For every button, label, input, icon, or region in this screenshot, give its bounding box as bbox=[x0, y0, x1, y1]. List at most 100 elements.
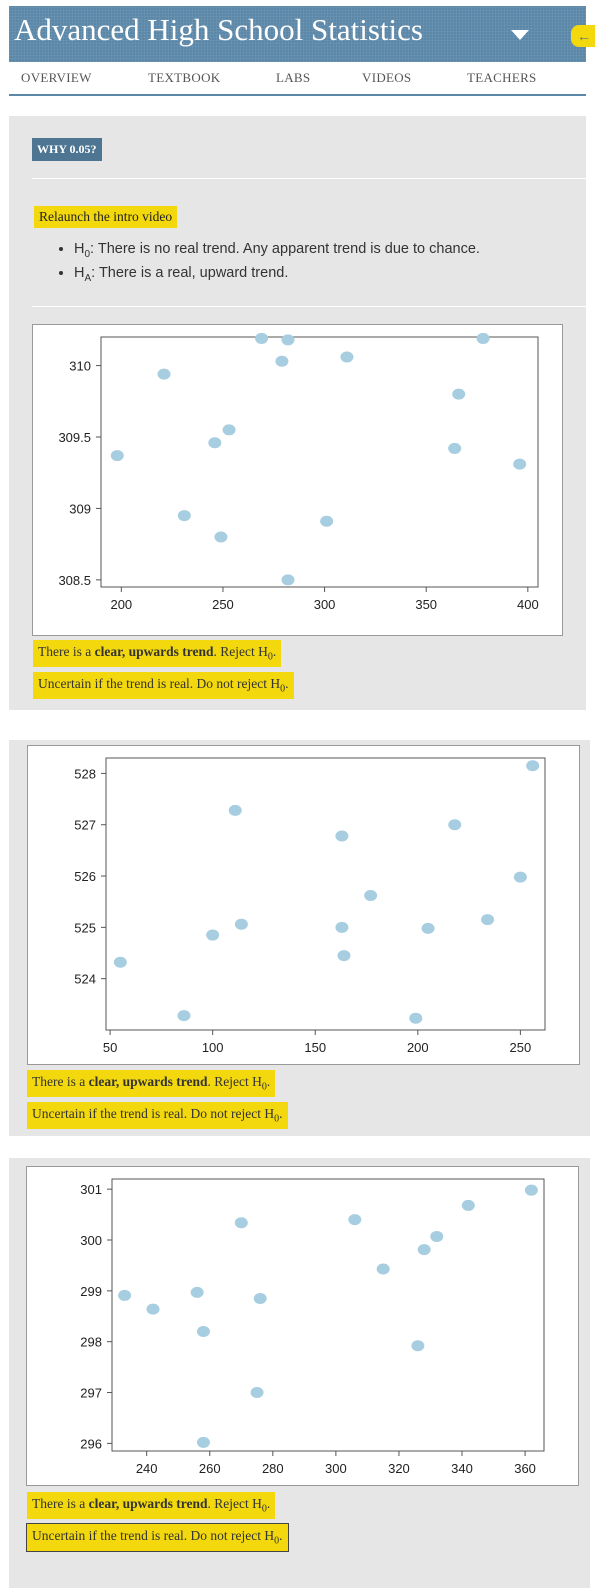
y-tick-label: 309.5 bbox=[58, 430, 91, 445]
y-tick-label: 299 bbox=[80, 1284, 102, 1299]
plot-area bbox=[111, 1178, 545, 1452]
data-point bbox=[448, 442, 462, 454]
data-point bbox=[196, 1436, 210, 1448]
data-point bbox=[513, 458, 527, 470]
main-nav: OVERVIEW TEXTBOOK LABS VIDEOS TEACHERS bbox=[9, 62, 586, 96]
y-tick-label: 301 bbox=[80, 1182, 102, 1197]
data-point bbox=[340, 351, 354, 363]
data-point bbox=[222, 424, 236, 436]
y-tick-label: 296 bbox=[80, 1436, 102, 1451]
data-point bbox=[335, 921, 349, 933]
data-point bbox=[452, 388, 466, 400]
data-point bbox=[421, 922, 435, 934]
nav-item-textbook[interactable]: TEXTBOOK bbox=[148, 70, 221, 85]
scatter-plot-1: 200 250 300 350 400 308.5 309 309.5 310 bbox=[32, 324, 563, 636]
y-tick-label: 528 bbox=[74, 766, 96, 781]
data-point bbox=[250, 1387, 264, 1399]
data-point bbox=[206, 929, 220, 941]
data-point bbox=[275, 355, 289, 367]
data-point bbox=[335, 830, 349, 842]
data-point bbox=[430, 1230, 444, 1242]
alternative-hypothesis: HA: There is a real, upward trend. bbox=[74, 265, 480, 284]
data-point bbox=[118, 1289, 132, 1301]
x-tick-label: 250 bbox=[212, 597, 234, 612]
nav-item-labs[interactable]: LABS bbox=[276, 70, 311, 85]
data-point bbox=[214, 531, 228, 543]
reject-h0-button-3[interactable]: There is a clear, upwards trend. Reject … bbox=[27, 1492, 276, 1519]
data-point bbox=[461, 1199, 475, 1211]
site-header: Advanced High School Statistics ← bbox=[9, 6, 595, 62]
question-panel-3: 240 260 280 300 320 340 360 296 297 298 299 300 301 … bbox=[9, 1158, 590, 1588]
y-tick-label: 527 bbox=[74, 818, 96, 833]
data-point bbox=[177, 1010, 191, 1022]
do-not-reject-h0-button-2[interactable]: Uncertain if the trend is real. Do not r… bbox=[27, 1102, 288, 1129]
x-tick-label: 320 bbox=[388, 1461, 410, 1476]
data-point bbox=[409, 1012, 423, 1024]
reject-h0-button-2[interactable]: There is a clear, upwards trend. Reject … bbox=[27, 1070, 276, 1097]
data-point bbox=[110, 450, 124, 462]
chevron-down-icon[interactable] bbox=[511, 30, 529, 40]
data-point bbox=[177, 510, 191, 522]
relaunch-video-button[interactable]: Relaunch the intro video bbox=[34, 206, 178, 228]
y-tick-label: 310 bbox=[69, 359, 91, 374]
null-hypothesis: H0: There is no real trend. Any apparent… bbox=[74, 241, 480, 260]
data-point bbox=[228, 804, 242, 816]
do-not-reject-h0-button-1[interactable]: Uncertain if the trend is real. Do not r… bbox=[33, 672, 294, 699]
plot-area bbox=[105, 757, 546, 1031]
data-point bbox=[234, 1217, 248, 1229]
scatter-plot-1-svg: 200 250 300 350 400 308.5 309 309.5 310 bbox=[58, 332, 539, 612]
data-point bbox=[157, 368, 171, 380]
data-point bbox=[255, 332, 269, 344]
divider bbox=[32, 306, 586, 307]
y-tick-label: 526 bbox=[74, 869, 96, 884]
x-tick-label: 360 bbox=[514, 1461, 536, 1476]
data-point bbox=[448, 819, 462, 831]
site-title[interactable]: Advanced High School Statistics bbox=[14, 12, 423, 47]
data-point bbox=[526, 760, 540, 772]
data-point bbox=[411, 1340, 425, 1352]
do-not-reject-h0-button-3[interactable]: Uncertain if the trend is real. Do not r… bbox=[26, 1523, 289, 1552]
data-point bbox=[364, 890, 378, 902]
data-point bbox=[513, 871, 527, 883]
question-panel-1: WHY 0.05? Relaunch the intro video H0: T… bbox=[9, 116, 586, 710]
x-tick-label: 350 bbox=[415, 597, 437, 612]
reject-h0-button-1[interactable]: There is a clear, upwards trend. Reject … bbox=[33, 640, 282, 667]
hypothesis-list: H0: There is no real trend. Any apparent… bbox=[56, 241, 480, 289]
back-arrow-icon[interactable]: ← bbox=[571, 25, 595, 47]
y-tick-label: 308.5 bbox=[58, 573, 91, 588]
data-point bbox=[320, 515, 334, 527]
data-point bbox=[113, 956, 127, 968]
x-tick-label: 400 bbox=[517, 597, 539, 612]
y-tick-label: 309 bbox=[69, 501, 91, 516]
data-point bbox=[281, 334, 295, 346]
y-tick-label: 300 bbox=[80, 1233, 102, 1248]
x-tick-label: 260 bbox=[199, 1461, 221, 1476]
x-tick-label: 300 bbox=[325, 1461, 347, 1476]
data-point bbox=[234, 918, 248, 930]
data-point bbox=[476, 332, 490, 344]
nav-item-overview[interactable]: OVERVIEW bbox=[21, 70, 92, 85]
data-point bbox=[253, 1292, 267, 1304]
x-tick-label: 240 bbox=[136, 1461, 158, 1476]
x-tick-label: 280 bbox=[262, 1461, 284, 1476]
scatter-plot-3: 240 260 280 300 320 340 360 296 297 298 299 300 301 bbox=[26, 1166, 579, 1486]
scatter-plot-3-svg: 240 260 280 300 320 340 360 296 297 298 299 300 301 bbox=[80, 1178, 545, 1476]
x-tick-label: 200 bbox=[110, 597, 132, 612]
data-point bbox=[348, 1214, 362, 1226]
y-tick-label: 297 bbox=[80, 1386, 102, 1401]
y-tick-label: 298 bbox=[80, 1335, 102, 1350]
nav-item-teachers[interactable]: TEACHERS bbox=[467, 70, 537, 85]
x-tick-label: 340 bbox=[451, 1461, 473, 1476]
nav-item-videos[interactable]: VIDEOS bbox=[362, 70, 412, 85]
data-point bbox=[190, 1286, 204, 1298]
data-point bbox=[281, 574, 295, 586]
question-panel-2: 50 100 150 200 250 524 525 526 527 528 There is a… bbox=[9, 740, 590, 1136]
data-point bbox=[146, 1303, 160, 1315]
data-point bbox=[196, 1326, 210, 1338]
x-tick-label: 300 bbox=[314, 597, 336, 612]
data-point bbox=[417, 1244, 431, 1256]
y-tick-label: 524 bbox=[74, 972, 96, 987]
x-tick-label: 150 bbox=[304, 1040, 326, 1055]
data-point bbox=[481, 914, 495, 926]
why-badge[interactable]: WHY 0.05? bbox=[32, 138, 102, 161]
